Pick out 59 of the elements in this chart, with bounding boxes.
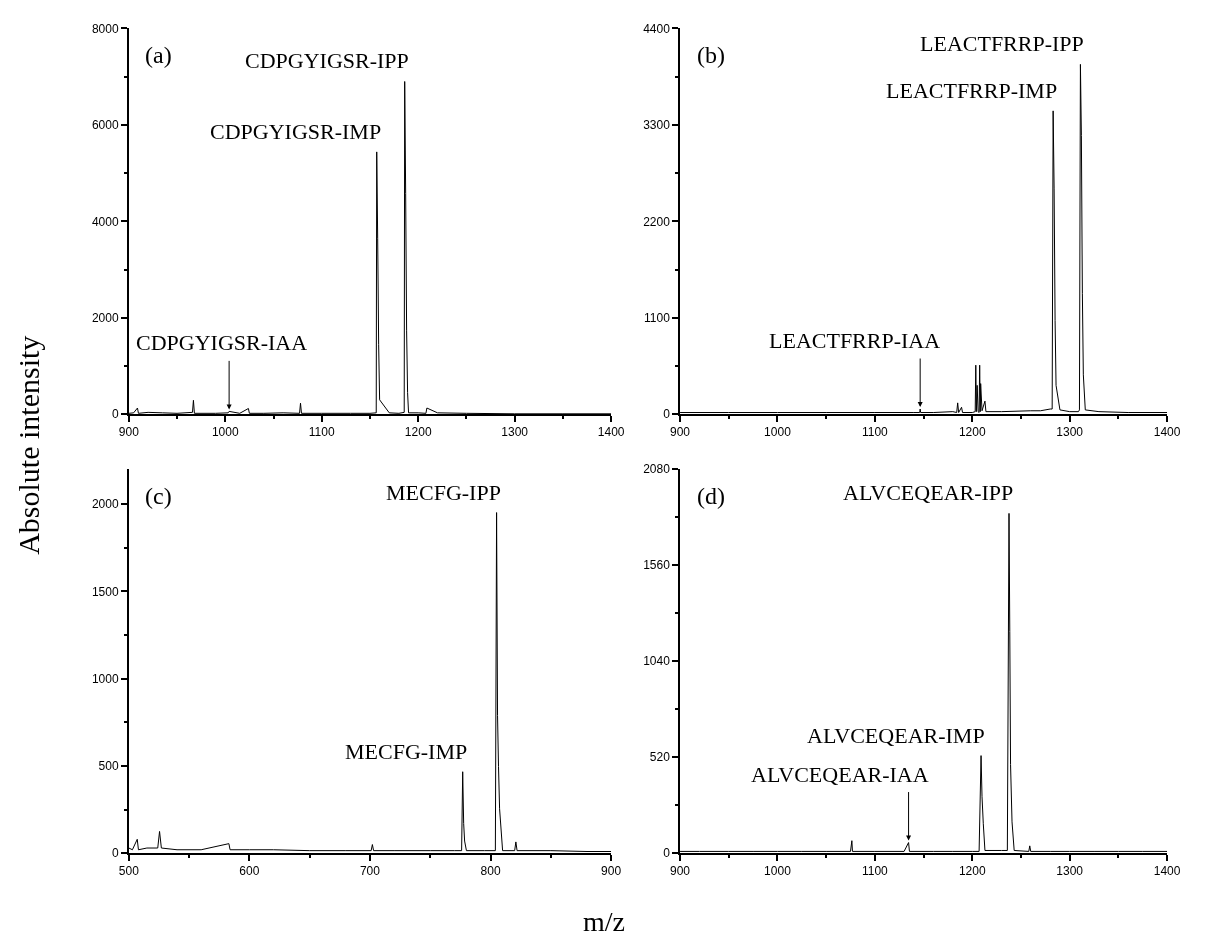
x-tick-label: 800 (480, 864, 501, 879)
x-tick-label: 1100 (861, 864, 889, 879)
y-tick-label: 1000 (91, 671, 119, 686)
x-tick-label: 1400 (597, 425, 625, 440)
annotation: (b) (697, 42, 725, 68)
y-tick-label: 500 (98, 759, 119, 774)
x-tick-label: 1000 (764, 864, 792, 879)
annotation: CDPGYIGSR-IAA (136, 330, 308, 355)
y-tick-label: 0 (663, 846, 671, 861)
x-axis-title: m/z (583, 906, 625, 937)
y-tick-label: 8000 (91, 21, 119, 36)
x-tick-label: 1000 (211, 425, 239, 440)
annotation: ALVCEQEAR-IAA (751, 762, 929, 787)
x-tick-label: 900 (670, 425, 691, 440)
y-tick-label: 1100 (644, 311, 671, 326)
y-tick-label: 1040 (643, 654, 671, 669)
annotation: LEACTFRRP-IPP (920, 31, 1084, 56)
y-tick-label: 0 (111, 846, 119, 861)
x-tick-label: 900 (118, 425, 140, 440)
x-tick-label: 1200 (958, 425, 986, 440)
annotation: (c) (145, 483, 172, 509)
x-tick-label: 1300 (1056, 425, 1084, 440)
x-tick-label: 1100 (308, 425, 335, 440)
annotation: MECFG-IPP (386, 480, 501, 505)
x-tick-label: 1200 (404, 425, 432, 440)
y-axis-title: Absolute intensity (11, 335, 45, 555)
y-tick-label: 4000 (91, 214, 119, 229)
x-tick-label: 1200 (958, 864, 986, 879)
y-tick-label: 2200 (643, 214, 671, 229)
annotation: LEACTFRRP-IMP (886, 78, 1058, 103)
annotation: CDPGYIGSR-IMP (210, 119, 382, 144)
annotation: (a) (145, 42, 172, 68)
x-tick-label: 900 (601, 864, 622, 879)
x-tick-label: 1300 (501, 425, 529, 440)
x-tick-label: 1400 (1153, 864, 1181, 879)
annotation: CDPGYIGSR-IPP (245, 48, 409, 73)
x-tick-label: 1300 (1056, 864, 1084, 879)
x-tick-label: 1400 (1153, 425, 1181, 440)
y-tick-label: 0 (663, 407, 671, 422)
y-tick-label: 3300 (643, 118, 671, 133)
y-tick-label: 2000 (91, 311, 119, 326)
x-tick-label: 600 (239, 864, 260, 879)
y-tick-label: 2000 (91, 497, 119, 512)
annotation: LEACTFRRP-IAA (769, 328, 941, 353)
y-tick-label: 520 (649, 750, 671, 765)
x-tick-label: 1000 (764, 425, 792, 440)
y-tick-label: 1500 (91, 584, 119, 599)
annotation: MECFG-IMP (345, 739, 468, 764)
x-tick-label: 1100 (861, 425, 889, 440)
y-tick-label: 4400 (643, 21, 671, 36)
annotation: ALVCEQEAR-IMP (807, 723, 985, 748)
y-tick-label: 0 (111, 407, 119, 422)
y-tick-label: 2080 (643, 462, 671, 477)
annotation: (d) (697, 483, 725, 509)
annotation: ALVCEQEAR-IPP (843, 480, 1014, 505)
x-tick-label: 900 (670, 864, 691, 879)
y-tick-label: 6000 (91, 118, 119, 133)
y-tick-label: 1560 (643, 558, 671, 573)
x-tick-label: 700 (359, 864, 381, 879)
